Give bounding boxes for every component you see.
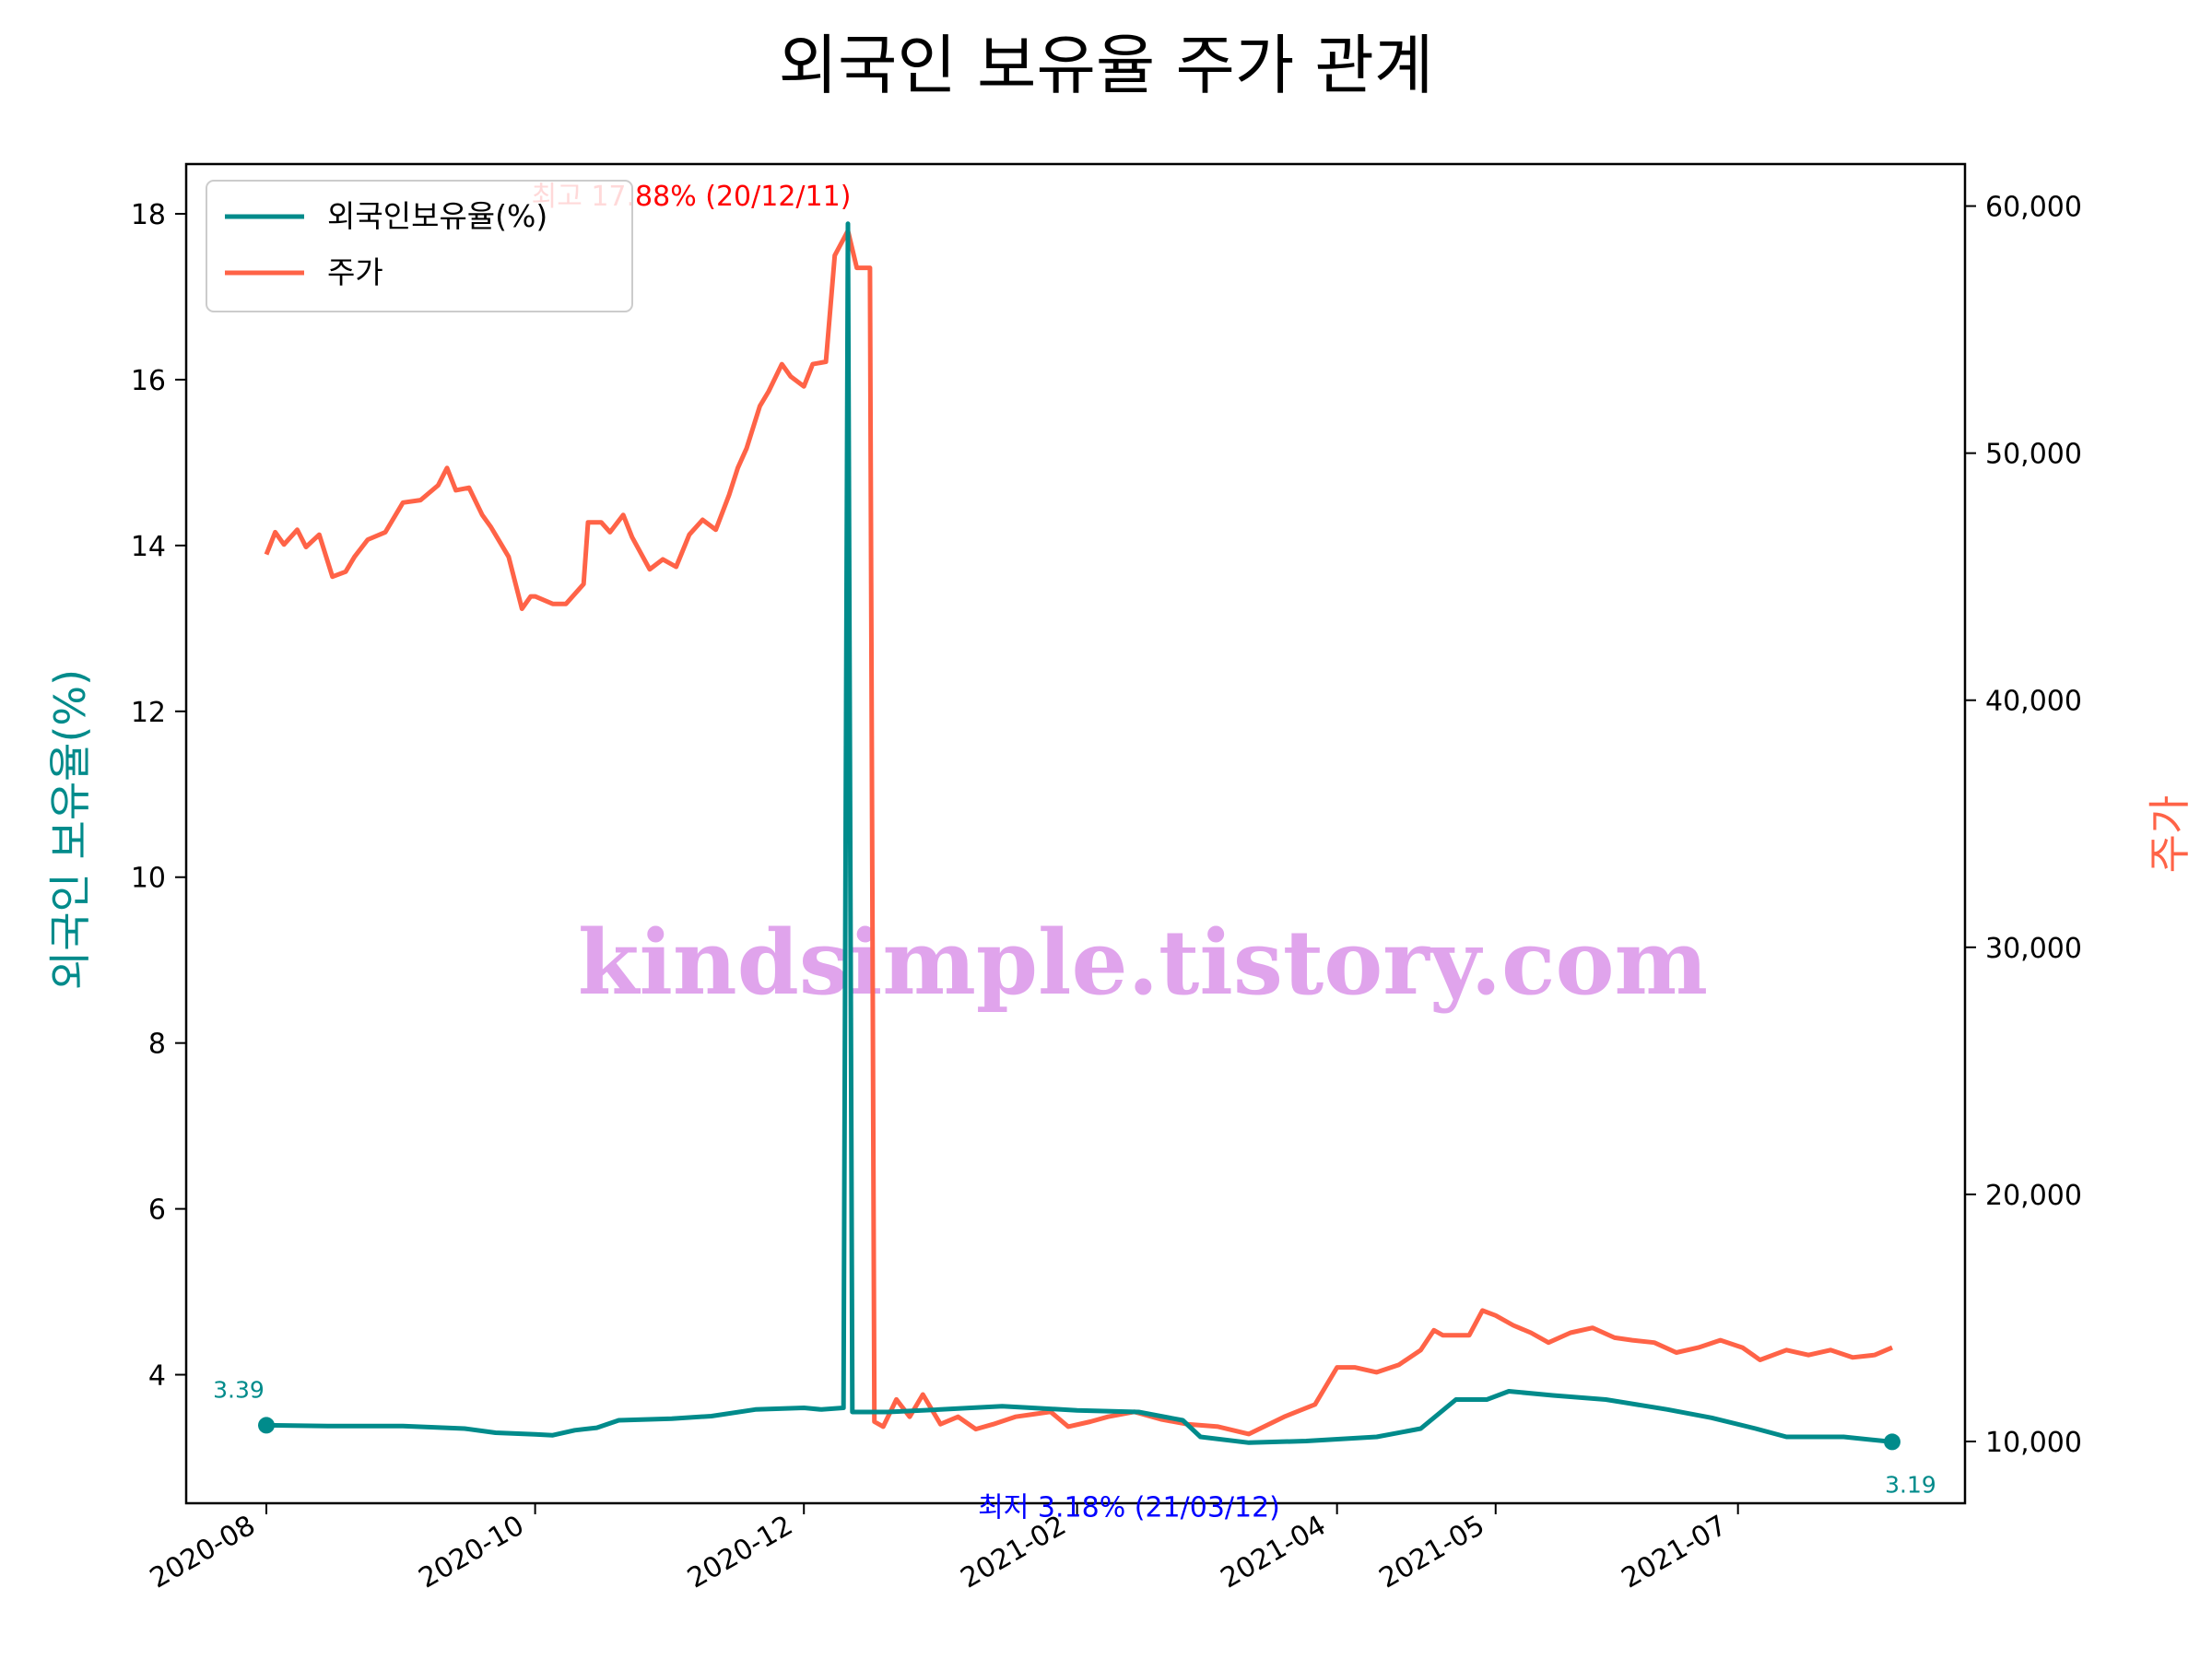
y-tick-label: 6 bbox=[148, 1194, 166, 1227]
plot-area-frame bbox=[184, 162, 1967, 1505]
y2-tick-label: 50,000 bbox=[1985, 439, 2082, 471]
annotation-end-value: 3.19 bbox=[1885, 1471, 1936, 1498]
legend: 외국인보유율(%) 주가 bbox=[206, 180, 633, 312]
x-tick-label: 2021-07 bbox=[1617, 1510, 1733, 1595]
annotation-start-value: 3.39 bbox=[213, 1376, 265, 1403]
y2-tick-label: 40,000 bbox=[1985, 686, 2082, 718]
y2-tick-label: 10,000 bbox=[1985, 1427, 2082, 1459]
y-tick-label: 10 bbox=[131, 863, 166, 895]
annotation-min: 최저 3.18% (21/03/12) bbox=[978, 1491, 1280, 1524]
y-axis-right-label: 주가 bbox=[2145, 795, 2194, 874]
x-tick-label: 2020-12 bbox=[682, 1510, 798, 1595]
y-tick-label: 8 bbox=[148, 1029, 166, 1061]
y-tick-label: 12 bbox=[131, 697, 166, 729]
y-axis-left: 4 6 8 10 12 14 16 18 bbox=[131, 199, 186, 1393]
y-axis-left-label: 외국인 보유율(%) bbox=[45, 669, 95, 990]
legend-label-price: 주가 bbox=[327, 254, 383, 290]
y-tick-label: 4 bbox=[148, 1360, 166, 1393]
start-point-marker bbox=[258, 1417, 275, 1434]
chart-title: 외국인 보유율 주가 관계 bbox=[779, 28, 1434, 103]
y-tick-label: 14 bbox=[131, 531, 166, 563]
y-tick-label: 16 bbox=[131, 365, 166, 397]
y-axis-right: 10,000 20,000 30,000 40,000 50,000 60,000 bbox=[1965, 192, 2082, 1459]
y2-tick-label: 30,000 bbox=[1985, 933, 2082, 965]
y-tick-label: 18 bbox=[131, 199, 166, 231]
legend-label-foreign-ratio: 외국인보유율(%) bbox=[327, 198, 547, 234]
legend-box bbox=[206, 180, 633, 312]
series-line-foreign-ratio bbox=[265, 221, 1893, 1445]
watermark: kindsimple.tistory.com bbox=[578, 911, 1708, 1015]
x-tick-label: 2020-10 bbox=[414, 1510, 530, 1595]
series-line-price bbox=[264, 228, 1893, 1437]
y2-tick-label: 60,000 bbox=[1985, 192, 2082, 224]
x-tick-label: 2020-08 bbox=[145, 1510, 261, 1595]
x-axis: 2020-08 2020-10 2020-12 2021-02 2021-04 2021-… bbox=[145, 1503, 1739, 1595]
y2-tick-label: 20,000 bbox=[1985, 1180, 2082, 1212]
end-point-marker bbox=[1884, 1433, 1900, 1451]
x-tick-label: 2021-05 bbox=[1374, 1510, 1490, 1595]
